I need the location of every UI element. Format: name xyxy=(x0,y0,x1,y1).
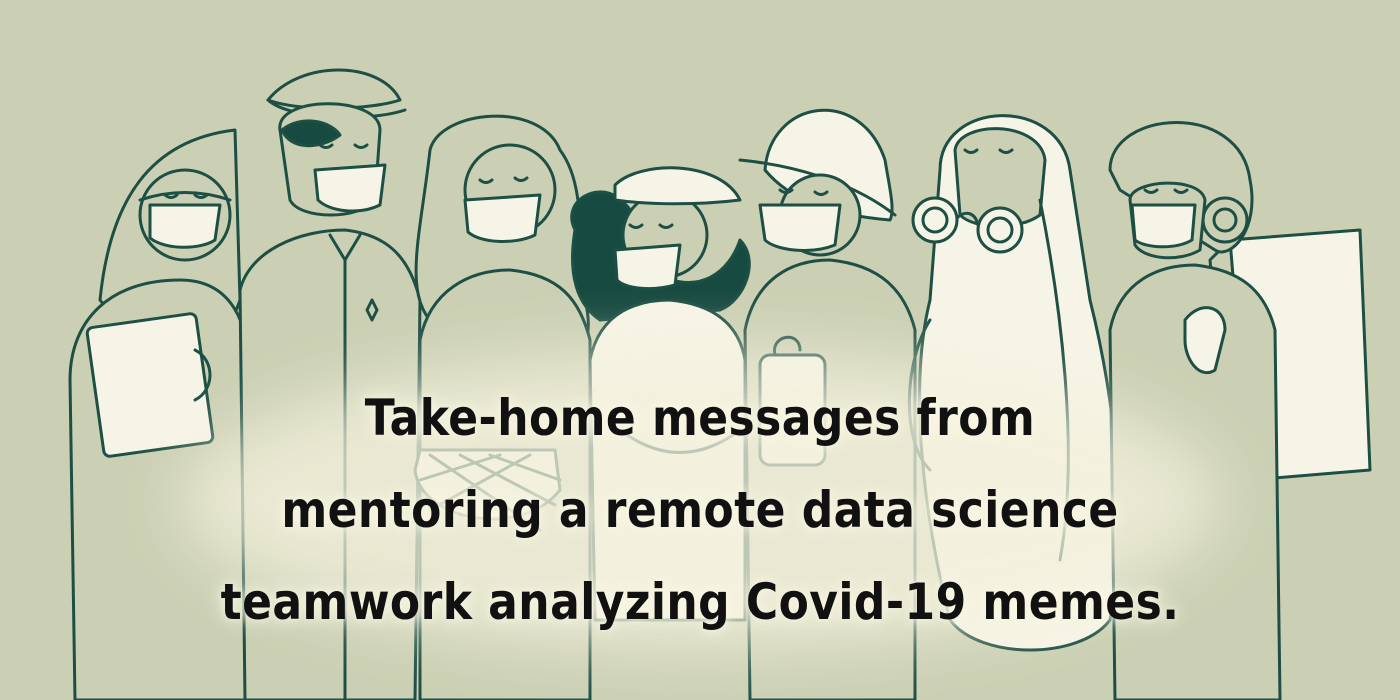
caption-line-2: mentoring a remote data science xyxy=(281,481,1119,539)
delivery-rider-with-helmet-figure xyxy=(1108,121,1372,700)
tablet-icon xyxy=(85,312,215,458)
caption-line-1: Take-home messages from xyxy=(364,389,1036,447)
caption-glow xyxy=(180,350,1220,650)
gas-mask-icon xyxy=(911,196,1024,254)
caption-text: Take-home messages from mentoring a remo… xyxy=(130,372,1270,648)
caption-line-3: teamwork analyzing Covid-19 memes. xyxy=(220,573,1180,631)
